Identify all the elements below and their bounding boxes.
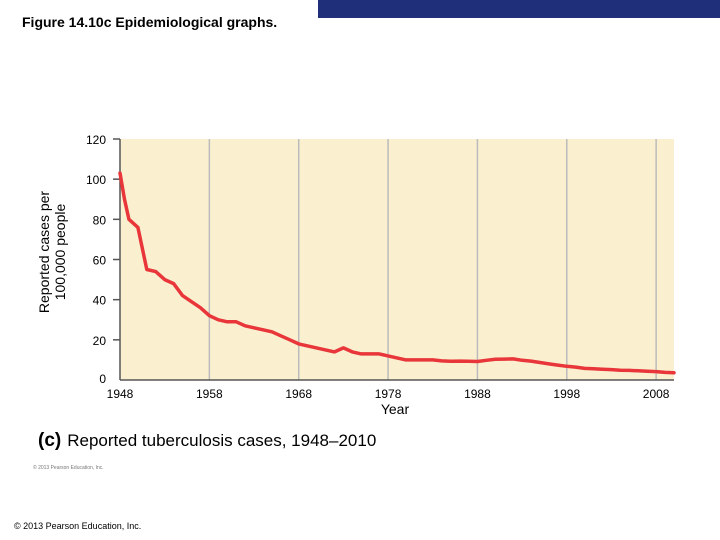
caption-text: Reported tuberculosis cases, 1948–2010 — [67, 431, 377, 450]
plot-background — [120, 139, 674, 380]
tb-cases-line — [118, 171, 676, 375]
x-tick-label: 1968 — [285, 387, 312, 401]
x-tick-label: 2008 — [643, 387, 670, 401]
figure-caption: (c) Reported tuberculosis cases, 1948–201… — [38, 430, 376, 452]
header-bar-tab — [0, 0, 318, 18]
x-tick-label: 1958 — [196, 387, 223, 401]
x-tick-label: 1988 — [464, 387, 491, 401]
y-tick-label: 60 — [93, 254, 107, 268]
x-axis-label: Year — [381, 401, 410, 417]
x-tick-label: 1998 — [553, 387, 580, 401]
x-tick-label: 1948 — [107, 387, 134, 401]
caption-part-label: (c) — [38, 430, 62, 451]
slide-title: Figure 14.10c Epidemiological graphs. — [22, 14, 278, 30]
y-axis-label: Reported cases per100,000 people — [36, 191, 68, 314]
inline-copyright: © 2013 Pearson Education, Inc. — [33, 465, 104, 471]
y-tick-label: 0 — [99, 372, 106, 386]
y-tick-label: 40 — [93, 294, 107, 308]
y-tick-label: 100 — [86, 173, 106, 187]
y-tick-label: 80 — [93, 213, 107, 227]
y-tick-label: 20 — [93, 334, 107, 348]
y-tick-label: 120 — [86, 133, 106, 147]
footer-copyright: © 2013 Pearson Education, Inc. — [14, 521, 142, 531]
header-bar — [0, 0, 720, 18]
x-tick-label: 1978 — [375, 387, 402, 401]
